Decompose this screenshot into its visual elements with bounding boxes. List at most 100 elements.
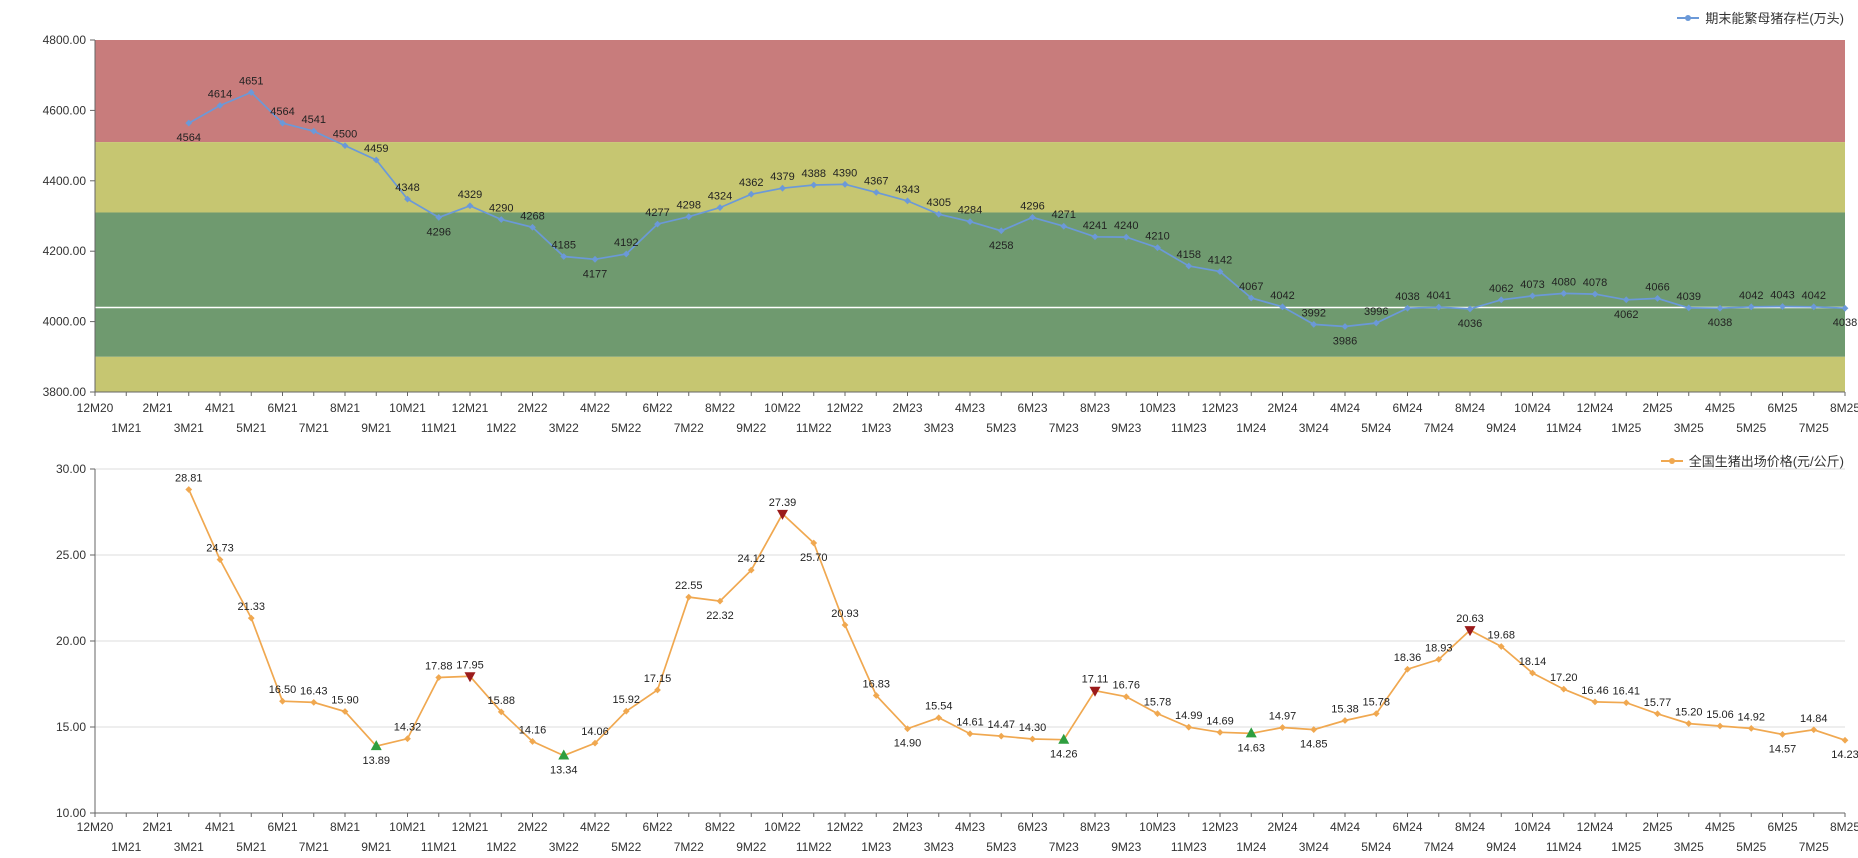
svg-text:10.00: 10.00 [56, 806, 86, 820]
svg-text:6M25: 6M25 [1767, 820, 1797, 834]
svg-text:14.63: 14.63 [1237, 742, 1265, 754]
svg-text:4M25: 4M25 [1705, 401, 1735, 415]
svg-text:14.92: 14.92 [1737, 711, 1765, 723]
svg-text:18.14: 18.14 [1519, 656, 1547, 668]
svg-text:6M21: 6M21 [267, 820, 297, 834]
svg-text:10M22: 10M22 [764, 820, 801, 834]
svg-text:11M22: 11M22 [796, 840, 832, 854]
svg-text:12M20: 12M20 [77, 401, 114, 415]
svg-text:5M24: 5M24 [1361, 421, 1391, 435]
svg-text:1M23: 1M23 [861, 840, 891, 854]
svg-text:2M22: 2M22 [517, 820, 547, 834]
svg-text:4600.00: 4600.00 [43, 103, 87, 117]
svg-text:14.26: 14.26 [1050, 749, 1078, 761]
svg-text:14.57: 14.57 [1769, 743, 1797, 755]
svg-text:17.95: 17.95 [456, 659, 484, 671]
svg-text:7M24: 7M24 [1424, 840, 1454, 854]
svg-text:1M21: 1M21 [111, 421, 141, 435]
svg-text:8M25: 8M25 [1830, 401, 1858, 415]
svg-text:15.77: 15.77 [1644, 697, 1672, 709]
svg-text:4042: 4042 [1739, 290, 1763, 302]
svg-text:6M25: 6M25 [1767, 401, 1797, 415]
hog-price-plot[interactable]: 30.0025.0020.0015.0010.0012M201M212M213M… [0, 447, 1858, 858]
svg-text:20.93: 20.93 [831, 608, 859, 620]
svg-text:3M24: 3M24 [1299, 840, 1329, 854]
sow-inventory-plot[interactable]: 4800.00 4600.00 4400.00 4200.00 4000.00 3800.… [0, 0, 1858, 447]
svg-text:1M24: 1M24 [1236, 421, 1266, 435]
svg-text:15.54: 15.54 [925, 701, 953, 713]
svg-text:2M22: 2M22 [517, 401, 547, 415]
svg-text:30.00: 30.00 [56, 462, 86, 476]
svg-text:4284: 4284 [958, 205, 982, 217]
svg-text:4296: 4296 [427, 226, 451, 238]
sow-chart-legend[interactable]: 期末能繁母猪存栏(万头) [1677, 8, 1844, 27]
svg-text:4185: 4185 [552, 239, 576, 251]
svg-text:14.90: 14.90 [894, 738, 922, 750]
svg-text:4324: 4324 [708, 191, 732, 203]
svg-text:10M23: 10M23 [1139, 820, 1176, 834]
svg-text:1M23: 1M23 [861, 421, 891, 435]
svg-text:5M24: 5M24 [1361, 840, 1391, 854]
svg-text:4142: 4142 [1208, 255, 1232, 267]
svg-text:4390: 4390 [833, 167, 857, 179]
svg-text:5M22: 5M22 [611, 421, 641, 435]
svg-text:12M22: 12M22 [827, 401, 864, 415]
svg-text:12M20: 12M20 [77, 820, 114, 834]
legend-line-icon [1677, 14, 1700, 21]
svg-text:7M24: 7M24 [1424, 421, 1454, 435]
svg-text:4043: 4043 [1770, 289, 1794, 301]
svg-text:4M25: 4M25 [1705, 820, 1735, 834]
svg-text:3M23: 3M23 [924, 421, 954, 435]
svg-text:14.06: 14.06 [581, 726, 609, 738]
svg-text:4041: 4041 [1427, 290, 1451, 302]
svg-text:7M21: 7M21 [299, 421, 329, 435]
svg-text:5M25: 5M25 [1736, 421, 1766, 435]
svg-text:4298: 4298 [677, 200, 701, 212]
svg-text:5M21: 5M21 [236, 421, 266, 435]
svg-text:7M23: 7M23 [1049, 421, 1079, 435]
sow-inventory-chart: 期末能繁母猪存栏(万头) 4800.00 4600.00 4400.00 4200.0… [0, 0, 1858, 447]
svg-text:4379: 4379 [770, 171, 794, 183]
hog-price-chart-legend[interactable]: 全国生猪出场价格(元/公斤) [1660, 451, 1844, 470]
hog-price-chart: 全国生猪出场价格(元/公斤) 30.00 25.00 20.00 15.00 10.00… [0, 447, 1858, 858]
svg-text:4614: 4614 [208, 88, 232, 100]
svg-text:4042: 4042 [1270, 290, 1294, 302]
svg-text:14.69: 14.69 [1206, 715, 1234, 727]
svg-text:4564: 4564 [177, 132, 201, 144]
svg-text:8M21: 8M21 [330, 401, 360, 415]
svg-text:15.06: 15.06 [1706, 709, 1734, 721]
svg-text:4388: 4388 [802, 168, 826, 180]
svg-text:6M23: 6M23 [1017, 820, 1047, 834]
svg-text:2M24: 2M24 [1267, 401, 1297, 415]
svg-text:11M23: 11M23 [1171, 421, 1207, 435]
svg-text:1M22: 1M22 [486, 840, 516, 854]
svg-text:4067: 4067 [1239, 281, 1263, 293]
svg-text:4M24: 4M24 [1330, 820, 1360, 834]
svg-text:15.20: 15.20 [1675, 707, 1703, 719]
svg-text:4036: 4036 [1458, 318, 1482, 330]
svg-text:2M25: 2M25 [1642, 820, 1672, 834]
svg-text:15.92: 15.92 [612, 694, 640, 706]
svg-text:2M21: 2M21 [142, 820, 172, 834]
svg-text:11M21: 11M21 [421, 421, 457, 435]
svg-text:4039: 4039 [1677, 291, 1701, 303]
svg-text:17.11: 17.11 [1082, 674, 1109, 686]
legend-line-icon [1660, 457, 1683, 464]
svg-text:7M21: 7M21 [299, 840, 329, 854]
svg-text:14.23: 14.23 [1831, 749, 1858, 761]
svg-text:4038: 4038 [1395, 291, 1419, 303]
svg-text:4M23: 4M23 [955, 820, 985, 834]
svg-text:3M24: 3M24 [1299, 421, 1329, 435]
svg-text:9M22: 9M22 [736, 840, 766, 854]
svg-text:12M23: 12M23 [1202, 820, 1239, 834]
svg-text:16.46: 16.46 [1581, 685, 1609, 697]
svg-text:4564: 4564 [270, 106, 294, 118]
svg-text:14.61: 14.61 [956, 717, 984, 729]
svg-text:13.34: 13.34 [550, 765, 578, 777]
svg-text:4329: 4329 [458, 189, 482, 201]
svg-text:4080: 4080 [1552, 276, 1576, 288]
svg-text:20.00: 20.00 [56, 634, 86, 648]
svg-text:17.15: 17.15 [644, 673, 672, 685]
svg-text:4062: 4062 [1489, 283, 1513, 295]
